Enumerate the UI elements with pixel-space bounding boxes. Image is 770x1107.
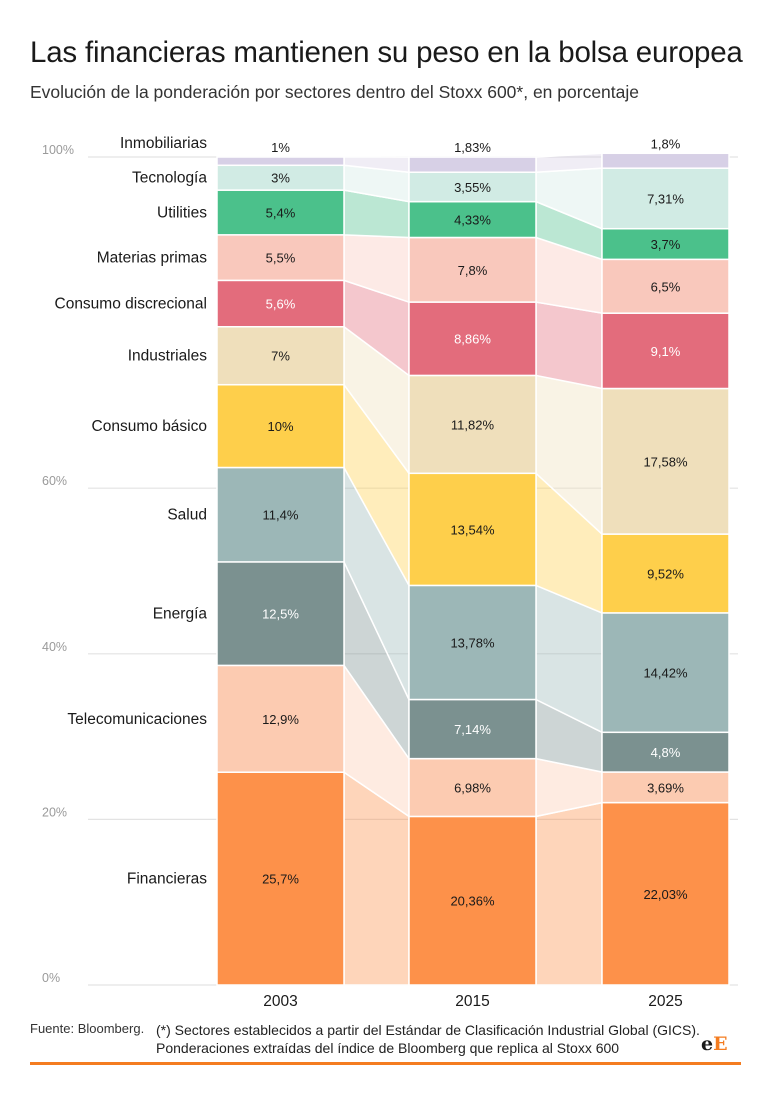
y-tick-label: 20%	[42, 805, 67, 819]
bar-segment	[601, 152, 730, 169]
bar-segment	[216, 189, 345, 236]
data-label: 6,5%	[651, 279, 681, 294]
source-note: Fuente: Bloomberg.	[30, 1021, 145, 1036]
data-label: 4,8%	[651, 745, 681, 760]
data-label: 1%	[271, 140, 290, 155]
logo-part-1: e	[701, 1033, 714, 1055]
series-label: Tecnología	[132, 170, 207, 187]
series-label: Energía	[153, 606, 208, 623]
bar-segment	[408, 374, 537, 475]
data-label: 13,78%	[450, 635, 495, 650]
data-label: 8,86%	[454, 332, 491, 347]
bar-segment	[216, 279, 345, 328]
bar-segment	[601, 312, 730, 390]
data-label: 9,1%	[651, 344, 681, 359]
data-label: 3,69%	[647, 780, 684, 795]
data-label: 3,55%	[454, 180, 491, 195]
data-label: 7%	[271, 349, 290, 364]
logo-part-2: E	[713, 1033, 728, 1055]
footnote-line-2: Ponderaciones extraídas del índice de Bl…	[156, 1040, 620, 1056]
bar-segment	[408, 815, 537, 986]
data-label: 5,6%	[266, 297, 296, 312]
x-tick-label: 2003	[263, 993, 297, 1010]
data-label: 4,33%	[454, 213, 491, 228]
data-label: 11,4%	[263, 508, 299, 523]
y-tick-label: 100%	[42, 143, 74, 157]
data-label: 20,36%	[450, 894, 495, 909]
bar-segment	[216, 466, 345, 563]
bar-segment	[216, 771, 345, 986]
bar-segment	[216, 561, 345, 667]
series-label: Financieras	[127, 871, 207, 888]
footer-rule	[30, 1062, 741, 1065]
data-label: 5,4%	[266, 205, 296, 220]
bar-segment	[216, 664, 345, 773]
bar-segment	[408, 200, 537, 239]
bar-segment	[601, 167, 730, 230]
data-label: 22,03%	[643, 887, 688, 902]
data-label: 13,54%	[450, 522, 495, 537]
bar-segment	[408, 757, 537, 818]
bar-segment	[408, 156, 537, 173]
connector-ribbon	[535, 301, 603, 390]
series-label: Materias primas	[97, 250, 207, 267]
chart-title: Las financieras mantienen su peso en la …	[30, 36, 743, 69]
bar-segment	[601, 771, 730, 804]
series-label: Utilities	[157, 204, 207, 221]
footnote-line-1: (*) Sectores establecidos a partir del E…	[156, 1022, 700, 1038]
data-label: 12,9%	[262, 712, 299, 727]
series-label: Inmobiliarias	[120, 135, 207, 152]
data-label: 17,58%	[643, 454, 688, 469]
stacked-bar-chart: 0% 20% 40% 60% 100% 25,7% 20,36% 22,03% 12,9% 6,9…	[42, 135, 738, 1010]
bar-segment	[601, 801, 730, 986]
data-label: 1,83%	[454, 140, 491, 155]
data-label: 6,98%	[454, 781, 491, 796]
data-label: 7,8%	[458, 263, 488, 278]
data-label: 9,52%	[647, 566, 684, 581]
bar-segment	[216, 234, 345, 282]
bar-segment	[408, 698, 537, 760]
data-label: 10%	[267, 419, 293, 434]
x-tick-label: 2025	[648, 993, 682, 1010]
bar-segment	[216, 164, 345, 191]
bar-segment	[601, 227, 730, 261]
series-label: Salud	[167, 507, 207, 524]
connector-ribbon	[535, 801, 603, 986]
y-tick-label: 40%	[42, 640, 67, 654]
series-label: Telecomunicaciones	[67, 711, 207, 728]
bar-segment	[408, 301, 537, 377]
bar-segment	[408, 584, 537, 701]
series-label: Consumo básico	[92, 418, 207, 435]
x-tick-label: 2015	[455, 993, 489, 1010]
series-label: Industriales	[128, 348, 208, 365]
data-label: 3,7%	[651, 237, 681, 252]
publisher-logo: eE	[701, 1033, 728, 1055]
bar-segment	[216, 325, 345, 386]
bar-segment	[408, 236, 537, 303]
data-label: 12,5%	[262, 607, 299, 622]
chart-subtitle: Evolución de la ponderación por sectores…	[30, 82, 640, 102]
bar-segment	[601, 612, 730, 734]
data-label: 5,5%	[266, 251, 296, 266]
data-label: 7,31%	[647, 191, 684, 206]
data-label: 11,82%	[451, 417, 495, 432]
data-label: 14,42%	[643, 666, 688, 681]
data-label: 25,7%	[262, 872, 299, 887]
bar-segment	[216, 156, 345, 167]
y-tick-label: 0%	[42, 971, 60, 985]
footnote: (*) Sectores establecidos a partir del E…	[156, 1021, 700, 1057]
data-label: 3%	[271, 171, 290, 186]
series-label: Consumo discrecional	[55, 296, 208, 313]
bar-segment	[408, 472, 537, 587]
data-label: 1,8%	[651, 136, 681, 151]
data-label: 7,14%	[454, 722, 491, 737]
connector-ribbon	[535, 152, 603, 174]
y-tick-label: 60%	[42, 474, 67, 488]
